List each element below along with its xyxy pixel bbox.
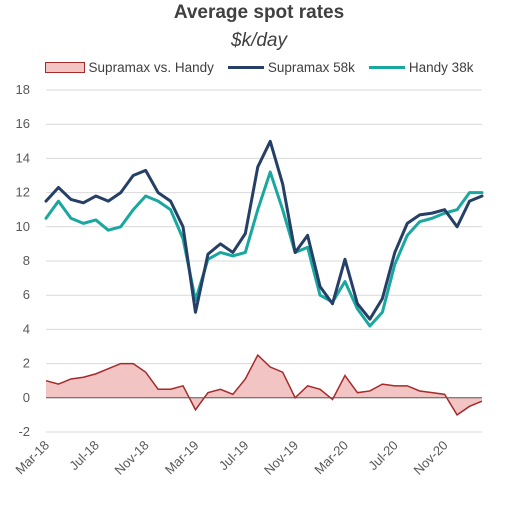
- y-tick-label: 6: [23, 287, 30, 302]
- x-tick-label: Nov-19: [261, 438, 301, 478]
- legend-item-supramax: Supramax 58k: [227, 60, 355, 75]
- legend-label-supramax: Supramax 58k: [267, 60, 355, 75]
- legend-label-spread: Supramax vs. Handy: [88, 60, 214, 75]
- x-tick-label: Mar-19: [162, 438, 202, 478]
- legend-swatch-supramax: [227, 66, 264, 69]
- series-line-supramax: [44, 139, 484, 321]
- y-tick-label: 0: [23, 390, 30, 405]
- series-area-spread: [46, 355, 482, 415]
- chart-subtitle: $k/day: [231, 30, 287, 51]
- series-line-handy: [44, 170, 484, 328]
- x-tick-label: Mar-18: [12, 438, 52, 478]
- series-line-spread: [45, 353, 483, 416]
- y-tick-label: 16: [16, 116, 30, 131]
- legend-item-spread: Supramax vs. Handy: [44, 60, 214, 75]
- y-tick-label: 2: [23, 356, 30, 371]
- y-tick-label: 18: [16, 82, 30, 97]
- legend: Supramax vs. Handy Supramax 58k Handy 38…: [0, 60, 518, 75]
- y-tick-label: 8: [23, 253, 30, 268]
- x-tick-label: Nov-18: [112, 438, 152, 478]
- legend-label-handy: Handy 38k: [408, 60, 474, 75]
- x-tick-label: Jul-18: [66, 438, 102, 474]
- y-tick-label: 14: [16, 150, 30, 165]
- x-tick-label: Jul-19: [216, 438, 252, 474]
- y-tick-label: 12: [16, 185, 30, 200]
- x-tick-label: Mar-20: [311, 438, 351, 478]
- y-tick-label: 4: [23, 321, 30, 336]
- x-tick-label: Nov-20: [411, 438, 451, 478]
- legend-swatch-handy: [368, 66, 405, 69]
- y-tick-label: -2: [18, 424, 30, 439]
- legend-item-handy: Handy 38k: [368, 60, 474, 75]
- chart-title: Average spot rates: [173, 2, 345, 23]
- x-tick-label: Jul-20: [365, 438, 401, 474]
- legend-swatch-spread: [44, 62, 85, 73]
- y-tick-label: 10: [16, 219, 30, 234]
